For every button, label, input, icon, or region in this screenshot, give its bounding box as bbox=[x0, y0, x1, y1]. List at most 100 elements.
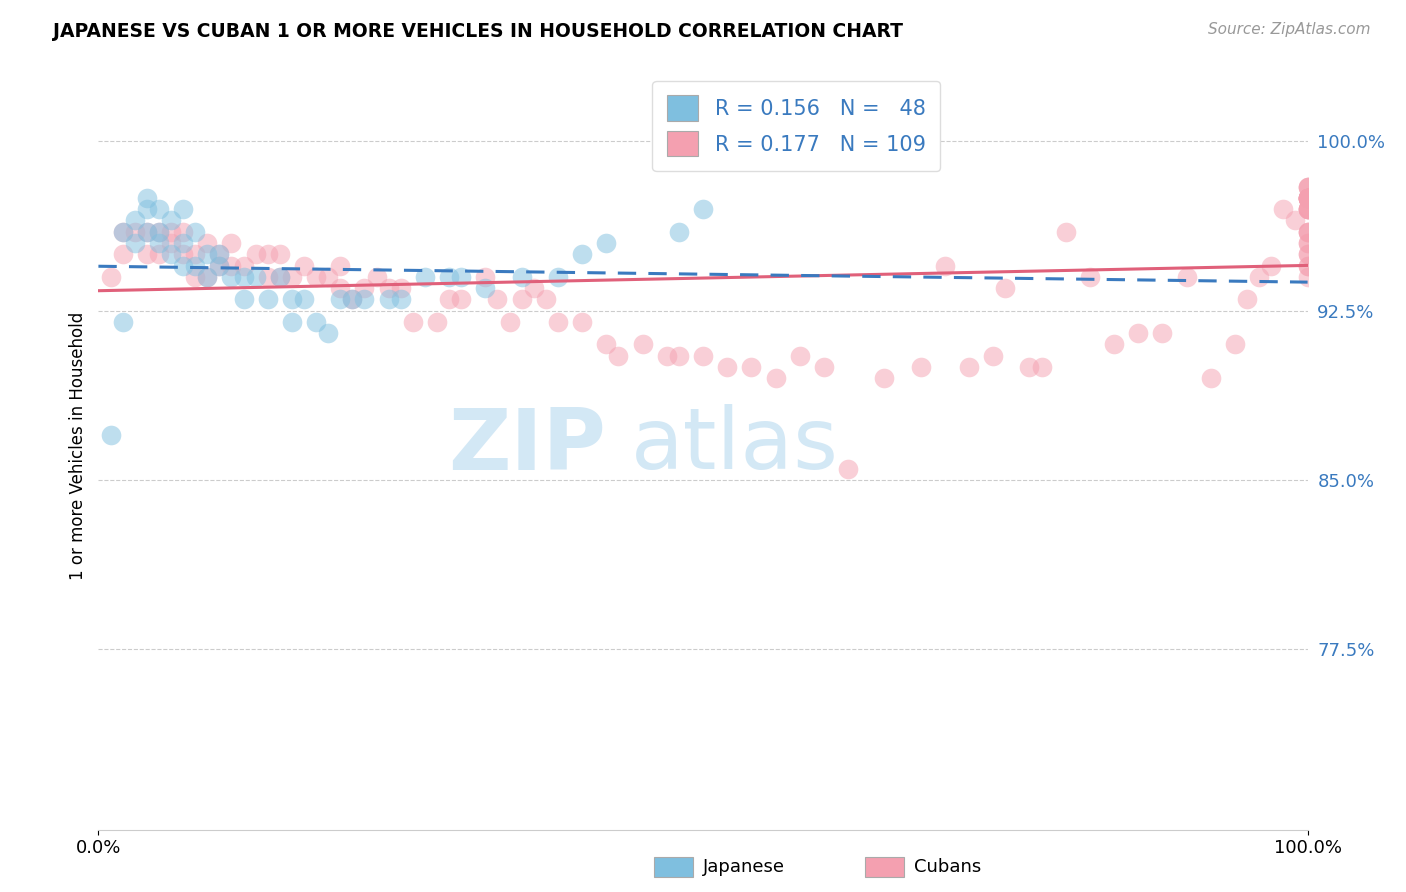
Point bbox=[571, 315, 593, 329]
Point bbox=[595, 337, 617, 351]
Point bbox=[813, 359, 835, 374]
Point bbox=[221, 269, 243, 284]
Point bbox=[1260, 259, 1282, 273]
Point bbox=[692, 202, 714, 216]
Point bbox=[474, 281, 496, 295]
Point bbox=[160, 247, 183, 261]
Point bbox=[184, 225, 207, 239]
Point bbox=[353, 281, 375, 295]
Point bbox=[510, 293, 533, 307]
Point bbox=[1296, 191, 1319, 205]
Point bbox=[148, 225, 170, 239]
Point bbox=[148, 247, 170, 261]
Point bbox=[1296, 191, 1319, 205]
Point bbox=[124, 213, 146, 227]
Point bbox=[208, 259, 231, 273]
Point bbox=[1054, 225, 1077, 239]
Point bbox=[1296, 235, 1319, 250]
Point bbox=[292, 259, 315, 273]
Point bbox=[256, 269, 278, 284]
Point bbox=[1296, 202, 1319, 216]
Point bbox=[450, 269, 472, 284]
Point bbox=[668, 225, 690, 239]
Point bbox=[1284, 213, 1306, 227]
Point bbox=[100, 427, 122, 442]
Point bbox=[342, 293, 364, 307]
Point bbox=[316, 326, 339, 341]
Point bbox=[100, 269, 122, 284]
Point bbox=[413, 269, 436, 284]
Point bbox=[402, 315, 425, 329]
Point bbox=[172, 225, 194, 239]
Point bbox=[389, 293, 412, 307]
Point bbox=[1128, 326, 1150, 341]
Point bbox=[221, 235, 243, 250]
Point bbox=[534, 293, 557, 307]
Point bbox=[437, 269, 460, 284]
Point bbox=[329, 259, 352, 273]
Point bbox=[934, 259, 956, 273]
Point bbox=[377, 293, 399, 307]
Point bbox=[1296, 202, 1319, 216]
Point bbox=[1199, 371, 1222, 385]
Point bbox=[111, 247, 134, 261]
Point bbox=[1102, 337, 1125, 351]
Point bbox=[1296, 191, 1319, 205]
Point bbox=[135, 191, 157, 205]
Point bbox=[910, 359, 932, 374]
Point bbox=[1272, 202, 1295, 216]
Point bbox=[523, 281, 546, 295]
Point bbox=[342, 293, 364, 307]
Point bbox=[1018, 359, 1040, 374]
Point bbox=[148, 225, 170, 239]
Point bbox=[269, 247, 291, 261]
Point bbox=[208, 259, 231, 273]
Point bbox=[172, 247, 194, 261]
Point bbox=[124, 225, 146, 239]
Point bbox=[668, 349, 690, 363]
Point bbox=[208, 247, 231, 261]
Point bbox=[1296, 235, 1319, 250]
Point bbox=[111, 315, 134, 329]
Point bbox=[1031, 359, 1053, 374]
Point bbox=[281, 269, 304, 284]
Point bbox=[994, 281, 1017, 295]
Point bbox=[498, 315, 520, 329]
Point bbox=[1223, 337, 1246, 351]
Point bbox=[692, 349, 714, 363]
Point bbox=[195, 269, 218, 284]
Point bbox=[486, 293, 509, 307]
Point bbox=[957, 359, 980, 374]
Point bbox=[1296, 191, 1319, 205]
Text: Source: ZipAtlas.com: Source: ZipAtlas.com bbox=[1208, 22, 1371, 37]
Point bbox=[135, 225, 157, 239]
Point bbox=[232, 269, 254, 284]
Point bbox=[148, 202, 170, 216]
Point bbox=[377, 281, 399, 295]
Point bbox=[256, 247, 278, 261]
Point bbox=[148, 235, 170, 250]
Y-axis label: 1 or more Vehicles in Household: 1 or more Vehicles in Household bbox=[69, 312, 87, 580]
Point bbox=[765, 371, 787, 385]
Point bbox=[353, 293, 375, 307]
Point bbox=[1296, 191, 1319, 205]
Point bbox=[1175, 269, 1198, 284]
Point bbox=[329, 293, 352, 307]
Point bbox=[269, 269, 291, 284]
Point bbox=[184, 259, 207, 273]
Point bbox=[547, 269, 569, 284]
Text: Japanese: Japanese bbox=[703, 858, 785, 876]
Point bbox=[195, 247, 218, 261]
Point bbox=[1296, 202, 1319, 216]
Point bbox=[221, 259, 243, 273]
Point bbox=[1296, 191, 1319, 205]
Point bbox=[1296, 191, 1319, 205]
Point bbox=[184, 247, 207, 261]
Point bbox=[571, 247, 593, 261]
Point bbox=[1296, 225, 1319, 239]
Point bbox=[1296, 225, 1319, 239]
Point bbox=[195, 269, 218, 284]
Point bbox=[305, 315, 328, 329]
Point bbox=[195, 235, 218, 250]
Point bbox=[160, 213, 183, 227]
